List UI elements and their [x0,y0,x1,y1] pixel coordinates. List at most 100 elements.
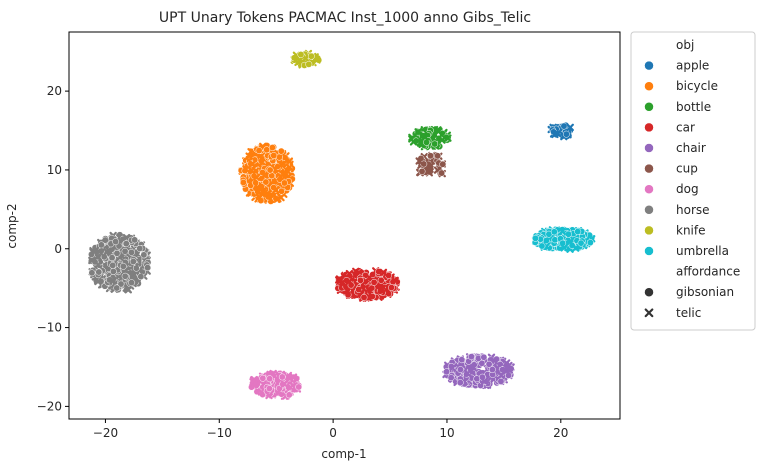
legend-hue-title: obj [676,38,694,52]
car-point [338,278,347,286]
bicycle-point [255,193,264,201]
bicycle-point [258,159,266,167]
plot-area [68,31,621,420]
car-point [345,277,354,286]
dog-point [278,373,286,381]
legend-frame [630,31,756,331]
y-tick-label: 20 [47,84,62,98]
horse-point [129,269,137,278]
horse-point [94,277,102,286]
horse-point [124,285,132,293]
horse-point [119,262,127,270]
horse-point [89,246,97,255]
y-tick-label: 0 [54,242,62,256]
knife-point [305,60,313,68]
horse-point [122,240,130,248]
bicycle-point [262,178,270,186]
dog-point [286,383,295,392]
umbrella-point [550,228,558,236]
y-tick-label: −20 [37,399,62,413]
x-tick-label: 10 [439,426,454,440]
horse-point [136,245,144,252]
cup-point [439,160,447,168]
bicycle-point [285,157,294,165]
legend-label: cup [676,162,698,176]
chair-point [497,371,505,380]
chair-point [463,369,472,377]
horse-point [109,268,117,275]
dog-point [265,391,273,400]
bicycle-point [276,172,285,181]
dog-point [249,378,257,386]
bicycle-point [255,147,263,155]
car-point [377,276,385,284]
bicycle-point [239,179,247,186]
cup-point [415,157,423,165]
bicycle-point [266,166,274,174]
bicycle-point [279,160,288,168]
legend-label: bicycle [676,79,718,93]
bicycle-point [268,144,276,152]
cup-point [434,152,442,160]
legend-marker [644,81,654,91]
car-point [357,276,364,284]
chair-point [480,353,488,361]
bicycle-point [278,187,285,195]
bottle-point [429,134,438,143]
legend-marker [644,246,654,256]
umbrella-point [586,239,594,247]
chair-point [443,368,451,376]
x-axis-label: comp-1 [321,447,366,461]
legend-marker [644,122,654,133]
horse-point [112,238,120,246]
horse-point [128,248,135,256]
dog-point [280,380,289,388]
horse-point [88,269,96,277]
legend-label: dog [676,182,699,196]
horse-point [113,249,121,257]
umbrella-point [560,244,568,252]
chair-point [497,377,505,385]
chair-point [469,363,477,371]
chair-point [448,364,457,372]
cup-point [420,160,428,168]
umbrella-point [564,230,572,238]
bicycle-point [242,165,250,173]
chart-title: UPT Unary Tokens PACMAC Inst_1000 anno G… [159,10,531,26]
car-point [370,278,378,286]
bicycle-point [248,166,256,175]
y-axis-ticks: −20 −10 0 10 20 [37,84,69,413]
legend-marker [644,225,654,236]
legend-label: knife [676,223,706,237]
cup-point [427,152,434,160]
chair-point [457,366,464,374]
horse-point [131,236,139,244]
horse-point [97,241,105,249]
legend-label: bottle [676,100,711,114]
legend-marker [644,143,654,153]
horse-point [103,248,111,256]
bottle-point [431,140,439,148]
car-point [391,276,399,285]
bottle-point [438,136,446,144]
umbrella-point [566,238,574,246]
chair-point [490,357,499,365]
y-axis-label: comp-2 [5,203,19,248]
horse-point [129,258,137,266]
legend-label: gibsonian [676,285,734,299]
umbrella-point [551,236,559,244]
horse-point [109,261,117,269]
umbrella-point [538,242,546,250]
dog-point [259,374,267,382]
car-point [343,287,351,295]
chair-point [458,356,466,364]
chair-point [456,379,464,387]
chair-point [505,365,513,374]
horse-point [121,247,129,255]
apple-point [562,130,570,138]
horse-point [88,256,96,265]
legend-marker [644,205,654,215]
bicycle-point [270,152,278,159]
horse-point [137,273,145,281]
bottle-point [421,133,429,141]
